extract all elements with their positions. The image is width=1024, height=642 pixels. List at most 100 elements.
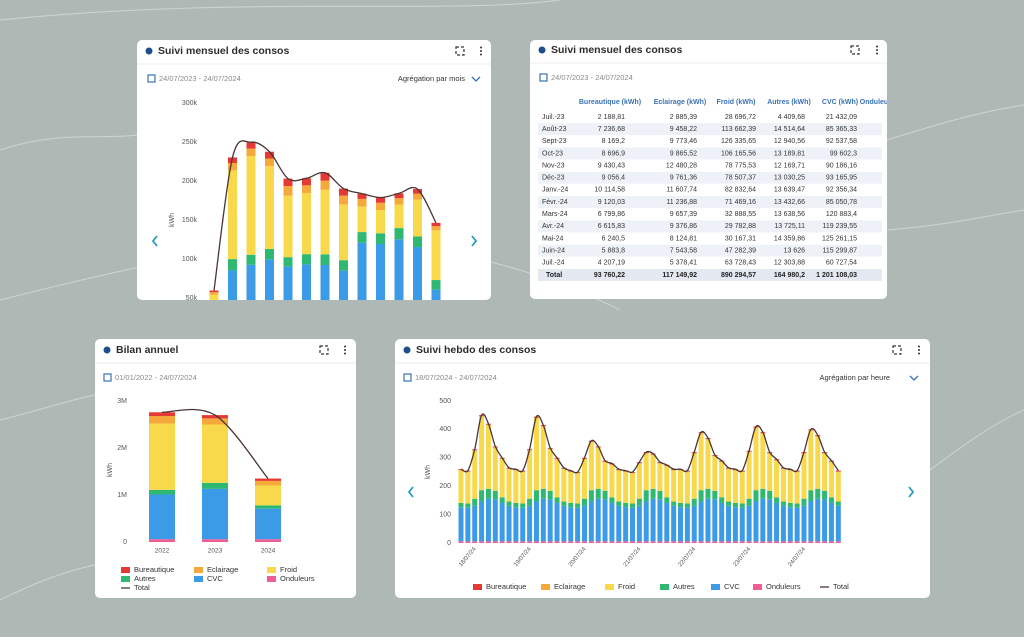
column-header: Autres (kWh) [767, 99, 811, 106]
bar-segment [302, 264, 311, 300]
bar-segment [431, 289, 441, 300]
bar-segment [506, 468, 512, 470]
bar-segment [520, 472, 526, 504]
bar-segment [595, 488, 601, 499]
menu-icon[interactable] [344, 345, 346, 355]
cell: 4 409,68 [778, 114, 805, 121]
bar-segment [616, 470, 622, 502]
bar-segment [664, 466, 670, 498]
bar-segment [320, 254, 330, 265]
bar-segment [835, 472, 841, 502]
chevron[interactable] [471, 76, 481, 82]
bar-segment [726, 541, 732, 543]
bar-segment [630, 503, 635, 508]
aggregation-select[interactable]: Agrégation par mois [398, 74, 465, 83]
next-arrow[interactable] [908, 486, 915, 498]
expand-icon[interactable] [319, 345, 329, 355]
legend-label: CVC [207, 574, 223, 583]
y-tick-label: 0 [447, 540, 451, 547]
cell: 13 638,56 [774, 211, 805, 218]
legend-swatch [711, 584, 720, 590]
bar-segment [413, 193, 422, 200]
bar-segment [246, 142, 256, 149]
bar-segment [520, 507, 526, 542]
bar-segment [320, 180, 330, 190]
column-header: CVC (kWh) [822, 99, 858, 106]
legend-label: Froid [280, 565, 297, 574]
cell: 6 615,83 [598, 223, 625, 230]
bar-segment [394, 228, 404, 240]
cell: 78 775,53 [725, 162, 756, 169]
row-stripe [538, 220, 882, 233]
cell: 9 657,39 [670, 211, 697, 218]
bar-segment [302, 254, 311, 265]
prev-arrow[interactable] [407, 486, 414, 498]
bar-segment [506, 469, 512, 502]
cell: 106 165,56 [721, 150, 756, 157]
cell: 10 114,58 [594, 187, 625, 194]
bar-segment [753, 490, 759, 502]
bar-segment [149, 539, 175, 542]
x-tick-label: 2022 [155, 548, 170, 555]
bar-segment [774, 460, 780, 498]
bar-segment [815, 498, 821, 542]
bar-segment [616, 505, 622, 542]
cell: 85 050,78 [826, 199, 857, 206]
bar-segment [739, 541, 745, 543]
bar-segment [767, 490, 773, 500]
bar-segment [595, 541, 601, 543]
bar-segment [394, 239, 404, 300]
title-dot [145, 47, 153, 55]
row-label: Juil.-23 [542, 114, 565, 121]
chevron[interactable] [909, 375, 919, 381]
cell: 9 376,86 [670, 223, 697, 230]
expand-icon[interactable] [455, 46, 465, 56]
bar-segment [657, 499, 663, 542]
bar-segment [302, 178, 311, 186]
bar-segment [302, 192, 311, 255]
bar-segment [822, 499, 828, 542]
cell: 11 607,74 [666, 187, 697, 194]
bar-segment [492, 499, 498, 542]
cell: 6 799,86 [598, 211, 625, 218]
prev-arrow[interactable] [151, 235, 158, 247]
expand-icon[interactable] [892, 345, 902, 355]
card: Suivi mensuel des consos 24/07/2023 - 24… [530, 40, 887, 299]
bar-segment [698, 433, 704, 491]
next-arrow[interactable] [471, 235, 478, 247]
cell: 78 507,37 [725, 175, 756, 182]
bar-segment [581, 541, 587, 543]
row-label: Oct-23 [542, 150, 563, 157]
bar-segment [413, 236, 422, 248]
bar-segment [719, 497, 725, 503]
y-tick-label: 100k [182, 256, 198, 263]
bar-segment [458, 541, 464, 543]
bar-segment [712, 499, 718, 542]
bar-segment [616, 541, 622, 543]
total-cell: 164 980,2 [774, 272, 805, 279]
menu-icon[interactable] [480, 46, 482, 56]
expand-icon[interactable] [850, 45, 860, 55]
bar-segment [678, 507, 684, 542]
bar-segment [691, 541, 697, 543]
bar-segment [265, 166, 274, 250]
bar-segment [678, 470, 684, 471]
aggregation-select[interactable]: Agrégation par heure [820, 373, 890, 382]
bar-segment [609, 502, 615, 542]
bar-segment [431, 230, 441, 281]
menu-icon[interactable] [876, 45, 878, 55]
bar-segment [499, 502, 505, 542]
bar-segment [265, 249, 274, 260]
bar-segment [568, 541, 574, 543]
title-dot [103, 346, 111, 354]
bar-segment [520, 503, 526, 508]
x-tick-label: 2024 [261, 548, 276, 555]
bar-segment [698, 501, 704, 542]
legend-label: Bureautique [134, 565, 174, 574]
bar-segment [801, 498, 807, 506]
bar-segment [265, 151, 274, 159]
bar-segment [780, 501, 786, 506]
cell: 12 480,28 [666, 162, 697, 169]
menu-icon[interactable] [918, 345, 920, 355]
cell: 12 940,56 [774, 138, 805, 145]
